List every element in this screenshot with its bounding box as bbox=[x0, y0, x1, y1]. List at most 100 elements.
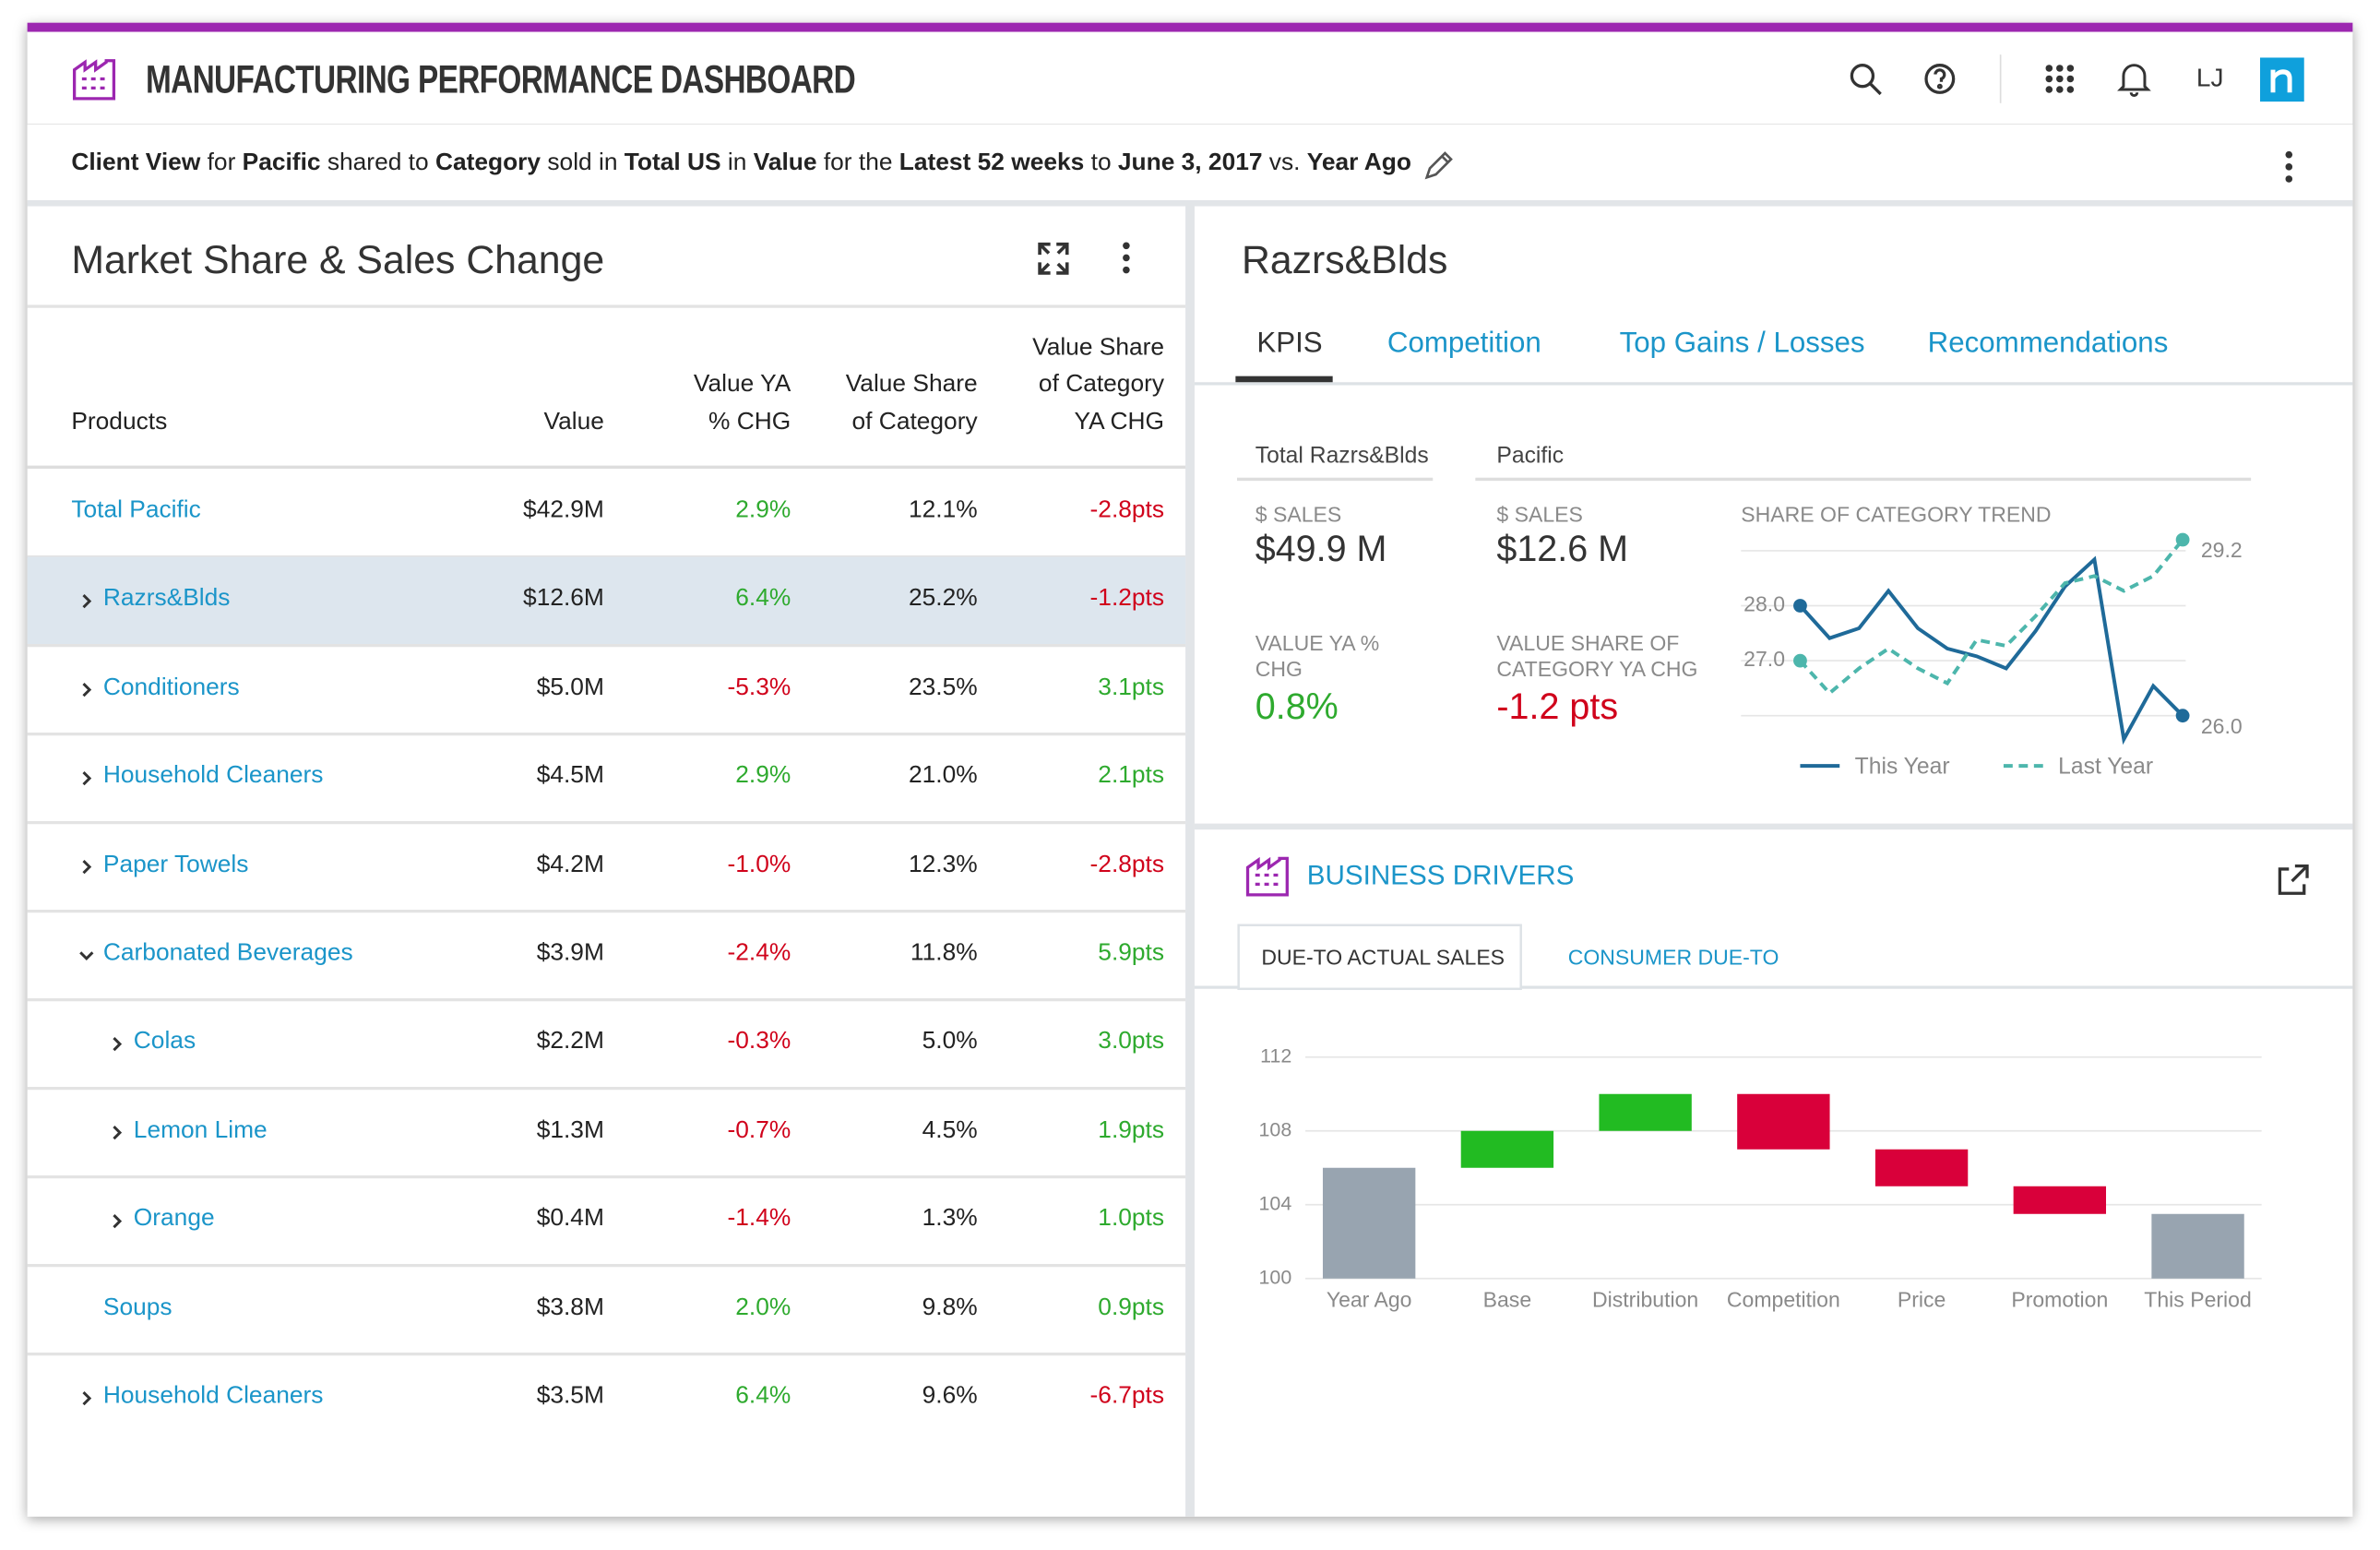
value-label: 28.0 bbox=[1743, 592, 1785, 616]
cell: $42.9M bbox=[523, 497, 604, 524]
cell: $3.5M bbox=[536, 1383, 604, 1410]
tab[interactable]: KPIS bbox=[1256, 328, 1323, 360]
point bbox=[1793, 599, 1807, 613]
value-label: 26.0 bbox=[2201, 714, 2243, 738]
detail-title: Razrs&Blds bbox=[1241, 236, 1448, 282]
x-tick-label: Year Ago bbox=[1327, 1287, 1412, 1311]
column-header: Value Share of Category bbox=[845, 371, 978, 435]
kpi-label: $ SALES bbox=[1255, 502, 1342, 527]
active-tab[interactable] bbox=[1237, 924, 1522, 991]
cell: 9.6% bbox=[922, 1383, 978, 1410]
tab[interactable]: CONSUMER DUE-TO bbox=[1567, 945, 1779, 970]
bar bbox=[1460, 1130, 1554, 1168]
bar bbox=[2013, 1186, 2107, 1214]
cell: 12.3% bbox=[908, 852, 978, 878]
product-name[interactable]: Household Cleaners bbox=[102, 763, 324, 790]
cell: 2.9% bbox=[735, 497, 791, 524]
legend-label: Last Year bbox=[2058, 754, 2153, 779]
tab[interactable]: Top Gains / Losses bbox=[1619, 328, 1865, 360]
product-name[interactable]: Razrs&Blds bbox=[102, 586, 231, 613]
filter-segment: Latest 52 weeks bbox=[898, 149, 1085, 176]
chart-title: SHARE OF CATEGORY TREND bbox=[1741, 502, 2052, 527]
point bbox=[1793, 653, 1807, 668]
bar bbox=[1322, 1167, 1416, 1279]
cell: $12.6M bbox=[523, 586, 604, 613]
filter-bar bbox=[27, 124, 2353, 204]
bar bbox=[1737, 1093, 1830, 1150]
column-header: Products bbox=[71, 409, 168, 435]
tab[interactable]: Competition bbox=[1386, 328, 1541, 360]
product-name[interactable]: Total Pacific bbox=[71, 497, 201, 524]
panel-title: Market Share & Sales Change bbox=[71, 236, 605, 282]
y-tick-label: 100 bbox=[1259, 1266, 1292, 1288]
expand-icon[interactable] bbox=[1038, 242, 1069, 275]
line-series bbox=[1798, 538, 2184, 696]
cell: 6.4% bbox=[735, 1383, 791, 1410]
divider bbox=[1185, 203, 1195, 1517]
tab-underline bbox=[1235, 376, 1333, 383]
bar bbox=[1874, 1149, 1969, 1186]
cell: 2.0% bbox=[735, 1294, 791, 1321]
filter-segment: for bbox=[200, 149, 243, 176]
bar bbox=[2151, 1213, 2244, 1279]
kebab-icon[interactable] bbox=[2285, 150, 2293, 183]
cell: 4.5% bbox=[922, 1117, 978, 1144]
cell: 1.3% bbox=[922, 1206, 978, 1233]
cell: 25.2% bbox=[908, 586, 978, 613]
cell: 3.0pts bbox=[1098, 1029, 1165, 1055]
bell-icon[interactable] bbox=[2117, 64, 2151, 97]
cell: -2.8pts bbox=[1089, 497, 1165, 524]
cell: $2.2M bbox=[536, 1029, 604, 1055]
cell: -2.8pts bbox=[1089, 852, 1165, 878]
edit-icon[interactable] bbox=[1424, 151, 1453, 180]
tab[interactable]: DUE-TO ACTUAL SALES bbox=[1261, 945, 1505, 970]
cell: -0.7% bbox=[727, 1117, 791, 1144]
kpi-value: 0.8% bbox=[1255, 686, 1339, 729]
cell: 3.1pts bbox=[1098, 674, 1165, 701]
user-initials: LJ bbox=[2196, 64, 2224, 93]
tab[interactable]: Recommendations bbox=[1927, 328, 2169, 360]
apps-icon[interactable] bbox=[2045, 65, 2075, 93]
product-name[interactable]: Household Cleaners bbox=[102, 1383, 324, 1410]
filter-segment: to bbox=[1084, 149, 1118, 176]
filter-segment: for the bbox=[816, 149, 899, 176]
filter-segment: Year Ago bbox=[1306, 149, 1411, 176]
kpi-heading: Pacific bbox=[1496, 443, 1565, 469]
product-name[interactable]: Paper Towels bbox=[102, 852, 249, 878]
help-icon[interactable] bbox=[1924, 64, 1956, 94]
product-name[interactable]: Carbonated Beverages bbox=[102, 940, 353, 967]
kebab-icon[interactable] bbox=[1123, 242, 1130, 274]
external-link-icon[interactable] bbox=[2278, 864, 2309, 895]
expander-collapsed bbox=[82, 1390, 92, 1406]
cell: 1.0pts bbox=[1098, 1206, 1165, 1233]
search-icon[interactable] bbox=[1850, 64, 1882, 96]
filter-segment: June 3, 2017 bbox=[1117, 149, 1263, 176]
kpi-value: -1.2 pts bbox=[1496, 686, 1619, 729]
app-title: MANUFACTURING PERFORMANCE DASHBOARD bbox=[145, 55, 856, 102]
cell: -6.7pts bbox=[1089, 1383, 1165, 1410]
cell: $3.8M bbox=[536, 1294, 604, 1321]
product-name[interactable]: Soups bbox=[102, 1294, 173, 1321]
filter-segment: Pacific bbox=[242, 149, 321, 176]
expander-collapsed bbox=[82, 593, 92, 609]
column-header: Value bbox=[543, 409, 604, 435]
logo[interactable] bbox=[2260, 57, 2304, 102]
product-name[interactable]: Orange bbox=[133, 1206, 215, 1233]
y-tick-label: 112 bbox=[1260, 1044, 1291, 1067]
expander-collapsed bbox=[82, 859, 92, 875]
product-name[interactable]: Conditioners bbox=[102, 674, 240, 701]
cell: -2.4% bbox=[727, 940, 791, 967]
product-name[interactable]: Lemon Lime bbox=[133, 1117, 268, 1144]
cell: 6.4% bbox=[735, 586, 791, 613]
kpi-label: VALUE SHARE OF CATEGORY YA CHG bbox=[1496, 630, 1698, 682]
cell: $1.3M bbox=[536, 1117, 604, 1144]
cell: $4.5M bbox=[536, 763, 604, 790]
kpi-label: VALUE YA % CHG bbox=[1255, 630, 1380, 682]
cell: 5.9pts bbox=[1098, 940, 1165, 967]
product-name[interactable]: Colas bbox=[133, 1029, 196, 1055]
kpi-heading: Total Razrs&Blds bbox=[1255, 443, 1429, 469]
cell: 5.0% bbox=[922, 1029, 978, 1055]
cell: 9.8% bbox=[922, 1294, 978, 1321]
